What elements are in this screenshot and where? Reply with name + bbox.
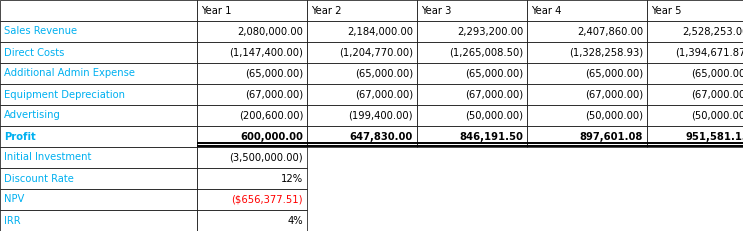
Bar <box>647 21 743 42</box>
Text: (65,000.00): (65,000.00) <box>585 69 643 79</box>
Bar <box>647 42 743 63</box>
Text: 4%: 4% <box>288 216 303 225</box>
Bar <box>307 63 417 84</box>
Text: (65,000.00): (65,000.00) <box>465 69 523 79</box>
Bar <box>197 126 307 147</box>
Text: Year 3: Year 3 <box>421 6 452 15</box>
Bar <box>197 84 307 105</box>
Bar <box>417 21 527 42</box>
Text: 600,000.00: 600,000.00 <box>240 131 303 142</box>
Bar <box>197 42 307 63</box>
Text: (65,000.00): (65,000.00) <box>245 69 303 79</box>
Text: 2,293,200.00: 2,293,200.00 <box>457 27 523 36</box>
Text: 2,528,253.00: 2,528,253.00 <box>683 27 743 36</box>
Text: 2,080,000.00: 2,080,000.00 <box>237 27 303 36</box>
Bar <box>527 21 647 42</box>
Text: 846,191.50: 846,191.50 <box>459 131 523 142</box>
Text: Initial Investment: Initial Investment <box>4 152 91 162</box>
Text: ($656,377.51): ($656,377.51) <box>232 195 303 204</box>
Bar <box>527 0 647 21</box>
Text: (50,000.00): (50,000.00) <box>585 110 643 121</box>
Bar <box>0 63 197 84</box>
Text: Advertising: Advertising <box>4 110 61 121</box>
Text: (1,265,008.50): (1,265,008.50) <box>449 48 523 58</box>
Bar <box>307 21 417 42</box>
Bar <box>0 84 197 105</box>
Text: (50,000.00): (50,000.00) <box>465 110 523 121</box>
Bar <box>197 189 307 210</box>
Text: (65,000.00): (65,000.00) <box>691 69 743 79</box>
Bar <box>0 0 197 21</box>
Text: (1,147,400.00): (1,147,400.00) <box>229 48 303 58</box>
Text: (3,500,000.00): (3,500,000.00) <box>230 152 303 162</box>
Text: Sales Revenue: Sales Revenue <box>4 27 77 36</box>
Bar <box>527 63 647 84</box>
Text: (67,000.00): (67,000.00) <box>585 89 643 100</box>
Bar <box>417 105 527 126</box>
Bar <box>197 63 307 84</box>
Text: 951,581.13: 951,581.13 <box>685 131 743 142</box>
Text: (67,000.00): (67,000.00) <box>465 89 523 100</box>
Text: (1,394,671.87): (1,394,671.87) <box>675 48 743 58</box>
Bar <box>647 84 743 105</box>
Bar <box>0 189 197 210</box>
Bar <box>527 126 647 147</box>
Bar <box>307 84 417 105</box>
Text: Additional Admin Expense: Additional Admin Expense <box>4 69 135 79</box>
Bar <box>197 210 307 231</box>
Bar <box>647 63 743 84</box>
Text: (67,000.00): (67,000.00) <box>245 89 303 100</box>
Text: Profit: Profit <box>4 131 36 142</box>
Bar <box>417 42 527 63</box>
Bar <box>307 0 417 21</box>
Bar <box>197 21 307 42</box>
Text: Year 4: Year 4 <box>531 6 562 15</box>
Bar <box>647 105 743 126</box>
Bar <box>527 42 647 63</box>
Bar <box>0 105 197 126</box>
Bar <box>307 126 417 147</box>
Text: Discount Rate: Discount Rate <box>4 173 74 183</box>
Bar <box>307 42 417 63</box>
Text: (199,400.00): (199,400.00) <box>348 110 413 121</box>
Bar <box>527 84 647 105</box>
Text: (67,000.00): (67,000.00) <box>691 89 743 100</box>
Bar <box>0 42 197 63</box>
Bar <box>0 21 197 42</box>
Bar <box>527 105 647 126</box>
Bar <box>647 126 743 147</box>
Bar <box>197 105 307 126</box>
Text: Year 2: Year 2 <box>311 6 342 15</box>
Text: IRR: IRR <box>4 216 21 225</box>
Bar <box>647 0 743 21</box>
Bar <box>0 126 197 147</box>
Bar <box>0 147 197 168</box>
Bar <box>197 0 307 21</box>
Text: 897,601.08: 897,601.08 <box>580 131 643 142</box>
Bar <box>417 63 527 84</box>
Bar <box>417 0 527 21</box>
Text: (200,600.00): (200,600.00) <box>239 110 303 121</box>
Bar <box>417 126 527 147</box>
Bar <box>307 105 417 126</box>
Text: NPV: NPV <box>4 195 25 204</box>
Text: (65,000.00): (65,000.00) <box>355 69 413 79</box>
Bar <box>0 168 197 189</box>
Text: (1,328,258.93): (1,328,258.93) <box>569 48 643 58</box>
Bar <box>197 147 307 168</box>
Bar <box>417 84 527 105</box>
Text: Direct Costs: Direct Costs <box>4 48 65 58</box>
Text: 2,184,000.00: 2,184,000.00 <box>347 27 413 36</box>
Bar <box>0 210 197 231</box>
Text: Year 1: Year 1 <box>201 6 232 15</box>
Text: Equipment Depreciation: Equipment Depreciation <box>4 89 125 100</box>
Text: 2,407,860.00: 2,407,860.00 <box>577 27 643 36</box>
Text: 647,830.00: 647,830.00 <box>350 131 413 142</box>
Text: 12%: 12% <box>281 173 303 183</box>
Text: (1,204,770.00): (1,204,770.00) <box>339 48 413 58</box>
Text: (67,000.00): (67,000.00) <box>355 89 413 100</box>
Text: (50,000.00): (50,000.00) <box>691 110 743 121</box>
Text: Year 5: Year 5 <box>651 6 681 15</box>
Bar <box>197 168 307 189</box>
